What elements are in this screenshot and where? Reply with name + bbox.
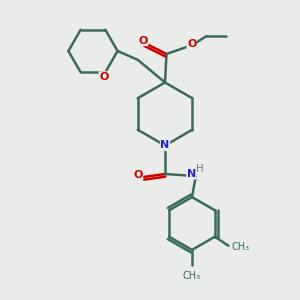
Text: O: O [187,39,196,49]
Text: O: O [133,170,143,181]
Text: N: N [160,140,169,151]
Text: CH₃: CH₃ [232,242,250,252]
Text: N: N [187,169,196,179]
Text: O: O [138,35,148,46]
Text: CH₃: CH₃ [183,271,201,281]
Text: H: H [196,164,204,175]
Text: O: O [99,72,109,82]
